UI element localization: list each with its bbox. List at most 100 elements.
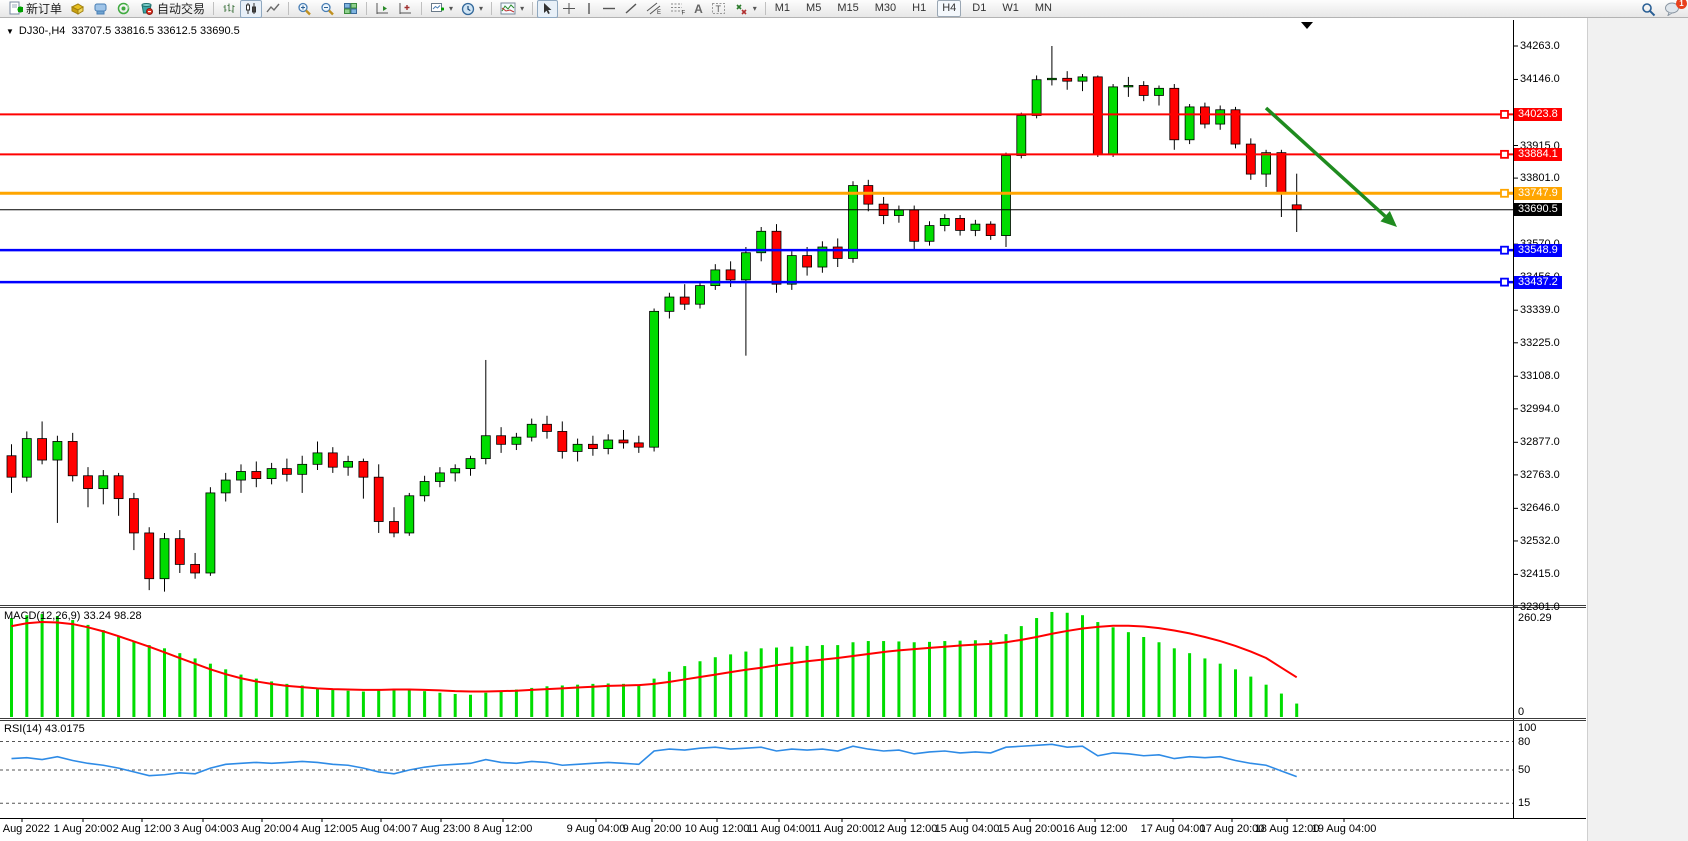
fibonacci-tool-button[interactable]: F <box>666 0 690 18</box>
candle <box>1245 143 1256 175</box>
macd-bar <box>958 640 962 717</box>
candle <box>725 269 736 281</box>
candle <box>358 461 369 478</box>
current-price-badge: 33690.5 <box>1514 203 1562 217</box>
time-tick-label: 15 Aug 20:00 <box>997 823 1063 835</box>
hline-handle[interactable] <box>1500 277 1509 287</box>
hline-handle[interactable] <box>1500 245 1509 255</box>
price-tick-label: 32763.0 <box>1520 468 1560 481</box>
candle <box>1047 77 1057 81</box>
candle <box>1261 152 1271 175</box>
time-tick-label: 11 Aug 20:00 <box>809 823 875 835</box>
search-icon[interactable] <box>1641 2 1656 17</box>
indicators-button[interactable]: ▾ <box>496 0 528 18</box>
macd-bar <box>667 671 671 717</box>
hline-handle[interactable] <box>1500 149 1509 159</box>
chart-shift-button[interactable] <box>394 0 417 18</box>
candlestick-icon <box>246 3 257 14</box>
candle <box>128 498 139 534</box>
macd-bar <box>560 685 564 717</box>
timeframe-button-m5[interactable]: M5 <box>806 2 822 14</box>
macd-bar <box>1019 626 1023 717</box>
candle <box>511 436 522 445</box>
trendline-tool-button[interactable] <box>620 0 642 18</box>
new-order-button[interactable]: 新订单 <box>4 0 66 18</box>
candle <box>572 443 583 452</box>
candle <box>1108 86 1118 155</box>
crosshair-tool-button[interactable] <box>558 0 580 18</box>
hline-handle[interactable] <box>1500 188 1509 198</box>
candle <box>1123 85 1134 88</box>
vline-tool-button[interactable] <box>580 0 598 18</box>
tile-windows-icon <box>344 3 358 14</box>
auto-trading-button[interactable]: 自动交易 <box>135 0 209 18</box>
time-tick-label: 3 Aug 04:00 <box>173 823 233 835</box>
macd-bar <box>622 683 625 717</box>
chevron-down-icon[interactable]: ▼ <box>6 27 14 36</box>
macd-label: MACD(12,26,9) 33.24 98.28 <box>4 610 142 622</box>
text-tool-button[interactable]: A <box>690 0 707 18</box>
candlestick-mode-button[interactable] <box>240 0 263 18</box>
hline-price-badge: 33437.2 <box>1514 275 1562 289</box>
macd-bar <box>1264 684 1268 717</box>
macd-bar <box>683 666 687 717</box>
candle <box>1001 155 1011 236</box>
macd-bar <box>713 657 717 717</box>
timeframe-button-h1[interactable]: H1 <box>912 2 927 14</box>
timeframe-button-w1[interactable]: W1 <box>1002 2 1019 14</box>
chart-canvas[interactable] <box>0 18 1688 841</box>
candle <box>190 563 201 574</box>
line-chart-mode-button[interactable] <box>262 0 284 18</box>
macd-bar <box>361 691 365 717</box>
candle <box>633 442 644 448</box>
candle <box>1031 79 1042 116</box>
candle <box>817 246 828 268</box>
timeframe-button-mn[interactable]: MN <box>1034 2 1052 14</box>
data-window-button[interactable] <box>112 0 135 18</box>
candle <box>786 255 797 285</box>
arrows-icon <box>736 4 747 15</box>
macd-axis-max: 260.29 <box>1518 612 1552 624</box>
bar-chart-icon <box>223 3 235 13</box>
macd-bar <box>530 687 534 717</box>
new-chart-button[interactable]: ▾ <box>426 0 457 18</box>
price-tick-label: 32994.0 <box>1520 402 1560 415</box>
timeframe-button-m1[interactable]: M1 <box>774 2 791 14</box>
zoom-in-button[interactable] <box>293 0 316 18</box>
time-tick-label: 9 Aug 20:00 <box>622 823 682 835</box>
clock-icon <box>461 2 475 15</box>
timeframe-button-m15[interactable]: M15 <box>837 2 859 14</box>
notifications-button[interactable]: 1 <box>1664 0 1687 16</box>
macd-bar <box>912 642 916 717</box>
arrows-tool-button[interactable]: ▾ <box>730 0 761 18</box>
channel-tool-button[interactable]: E <box>642 0 666 18</box>
trend-arrow-shaft[interactable] <box>1264 106 1387 218</box>
candle <box>649 310 659 448</box>
timeframe-button-d1[interactable]: D1 <box>972 2 987 14</box>
cursor-tool-button[interactable] <box>537 0 559 18</box>
macd-bar <box>55 616 59 717</box>
period-button[interactable]: ▾ <box>457 0 487 18</box>
candle <box>343 461 354 468</box>
hline-tool-button[interactable] <box>598 0 620 18</box>
svg-text:T: T <box>715 4 721 14</box>
hline-handle[interactable] <box>1500 109 1509 119</box>
timeframe-button-m30[interactable]: M30 <box>874 2 897 14</box>
chart-profile-button[interactable] <box>66 0 89 18</box>
macd-bar <box>805 645 809 717</box>
tile-windows-button[interactable] <box>339 0 362 18</box>
macd-bar <box>1172 648 1176 717</box>
indicators-icon <box>500 2 516 15</box>
trend-arrow-head[interactable] <box>1380 211 1397 227</box>
macd-bar <box>759 648 763 717</box>
scroll-marker-icon[interactable] <box>1301 22 1313 29</box>
timeframe-button-h4[interactable]: H4 <box>937 0 962 17</box>
market-watch-button[interactable] <box>89 0 112 18</box>
zoom-out-button[interactable] <box>316 0 339 18</box>
bar-chart-mode-button[interactable] <box>218 0 240 18</box>
candle <box>542 423 552 432</box>
auto-scroll-button[interactable] <box>371 0 394 18</box>
text-label-tool-button[interactable]: T <box>707 0 730 18</box>
macd-bar <box>254 678 258 717</box>
frame-layer <box>0 20 1586 822</box>
